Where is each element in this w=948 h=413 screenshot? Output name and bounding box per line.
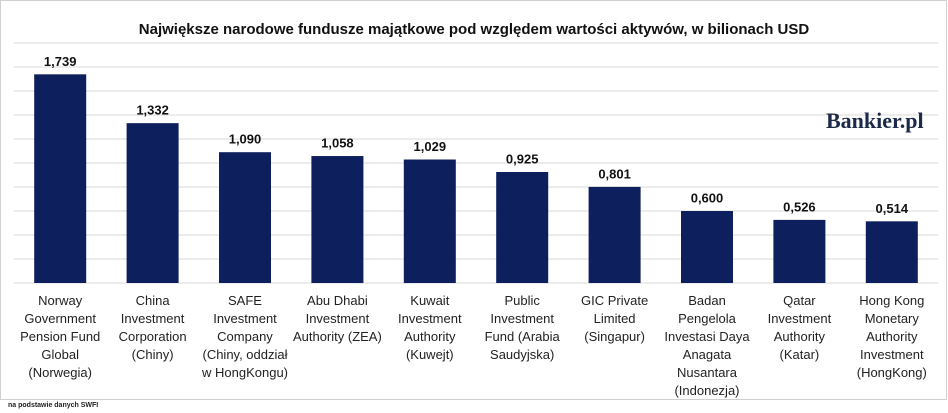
x-tick-label: Norway Government Pension Fund Global (N… bbox=[20, 293, 101, 380]
bar bbox=[588, 186, 641, 283]
value-label: 0,801 bbox=[598, 166, 631, 181]
bar bbox=[773, 219, 826, 283]
value-label: 0,514 bbox=[876, 201, 909, 216]
bar bbox=[34, 74, 87, 283]
x-tick-label: GIC Private Limited (Singapur) bbox=[581, 293, 649, 344]
value-label: 0,600 bbox=[691, 190, 724, 205]
x-tick-label: SAFE Investment Company (Chiny, oddział … bbox=[202, 293, 288, 380]
bar bbox=[219, 152, 271, 283]
x-tick-label: Abu Dhabi Investment Authority (ZEA) bbox=[292, 293, 382, 344]
value-label: 1,058 bbox=[321, 135, 354, 150]
x-tick-label: China Investment Corporation (Chiny) bbox=[118, 293, 187, 362]
bar bbox=[865, 221, 918, 283]
value-label: 0,925 bbox=[506, 151, 539, 166]
x-tick-label: Qatar Investment Authority (Katar) bbox=[767, 293, 832, 362]
chart-border bbox=[0, 0, 947, 400]
value-label: 1,739 bbox=[44, 54, 77, 69]
bar bbox=[403, 159, 456, 283]
value-label: 0,526 bbox=[783, 199, 816, 214]
logo: Bankier.pl bbox=[826, 108, 924, 133]
value-label: 1,090 bbox=[229, 132, 262, 147]
source-note: na podstawie danych SWFI bbox=[8, 402, 99, 409]
value-label: 1,332 bbox=[136, 103, 169, 118]
x-tick-label: Badan Pengelola Investasi Daya Anagata N… bbox=[664, 293, 750, 398]
chart-title: Największe narodowe fundusze majątkowe p… bbox=[139, 21, 810, 38]
bar bbox=[126, 123, 179, 283]
x-tick-label: Kuwait Investment Authority (Kuwejt) bbox=[398, 293, 462, 362]
bar bbox=[311, 156, 364, 283]
bar bbox=[681, 211, 733, 283]
bar bbox=[496, 172, 549, 283]
value-label: 1,029 bbox=[414, 139, 447, 154]
x-tick-label: Public Investment Fund (Arabia Saudyjska… bbox=[484, 293, 560, 362]
x-tick-label: Hong Kong Monetary Authority Investment … bbox=[856, 293, 927, 380]
